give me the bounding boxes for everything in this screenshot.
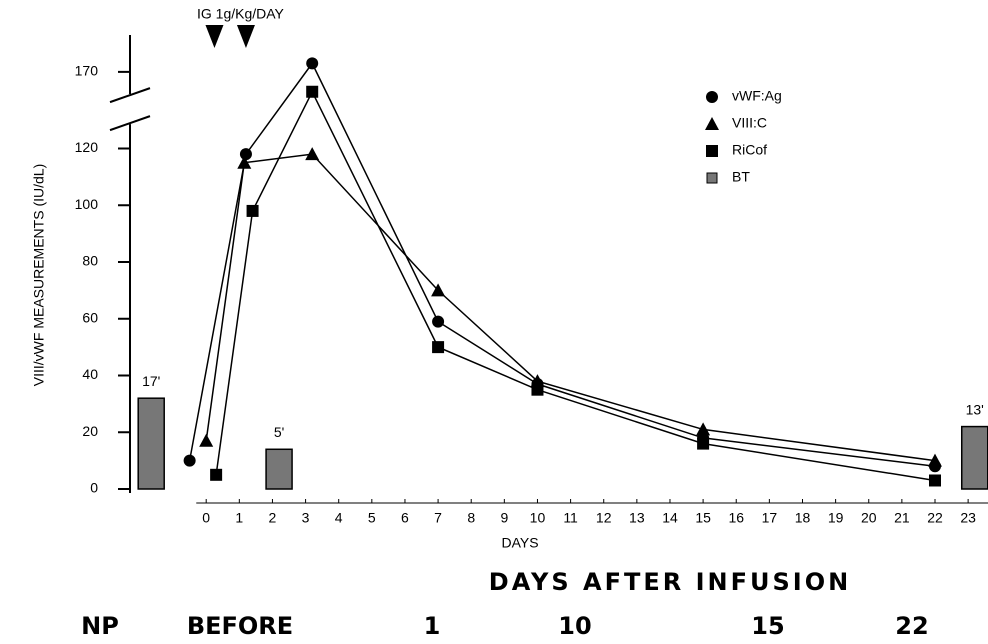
- data-point: [183, 454, 196, 467]
- y-tick-label: 40: [82, 366, 98, 382]
- axis-break: [109, 115, 151, 132]
- data-point: [697, 437, 710, 450]
- x-tick-label: 6: [401, 510, 409, 526]
- legend-swatch: [706, 91, 718, 103]
- footer-label: 10: [558, 612, 591, 640]
- legend-label: VIII:C: [732, 115, 767, 131]
- x-tick-label: 21: [894, 510, 910, 526]
- x-tick-label: 19: [828, 510, 844, 526]
- y-tick-label: 120: [75, 139, 99, 155]
- x-tick-label: 17: [762, 510, 778, 526]
- y-tick-label: 80: [82, 253, 98, 269]
- bt-bar: [137, 397, 165, 490]
- x-tick-label: 15: [695, 510, 711, 526]
- data-point: [210, 468, 223, 481]
- infusion-arrow: [205, 25, 224, 48]
- x-tick-label: 12: [596, 510, 612, 526]
- x-tick-label: 13: [629, 510, 645, 526]
- footer-label: 1: [424, 612, 441, 640]
- data-point: [927, 453, 942, 467]
- x-tick-label: 2: [269, 510, 277, 526]
- legend-swatch: [706, 172, 718, 184]
- data-point: [432, 315, 445, 328]
- x-tick-label: 4: [335, 510, 343, 526]
- y-tick-label: 20: [82, 423, 98, 439]
- data-point: [246, 204, 259, 217]
- data-label: 5': [274, 424, 284, 440]
- legend-swatch: [705, 117, 719, 130]
- data-point: [431, 283, 446, 297]
- y-tick-label: 100: [75, 196, 99, 212]
- data-point: [531, 383, 544, 396]
- annotation: IG 1g/Kg/DAY: [197, 6, 285, 22]
- data-point: [306, 57, 319, 70]
- y-tick-label: 170: [75, 63, 99, 79]
- x-tick-label: 22: [927, 510, 943, 526]
- x-tick-label: 20: [861, 510, 877, 526]
- data-point: [199, 433, 214, 447]
- x-tick-label: 7: [434, 510, 442, 526]
- x-tick-label: 14: [662, 510, 678, 526]
- data-point: [432, 341, 445, 354]
- axis-break: [109, 87, 151, 104]
- series-line: [188, 61, 936, 468]
- x-tick-label: 10: [530, 510, 546, 526]
- data-point: [239, 148, 252, 161]
- series-line: [215, 90, 936, 482]
- x-axis-label: DAYS: [501, 535, 538, 551]
- data-point: [696, 422, 711, 436]
- x-tick-label: 1: [235, 510, 243, 526]
- y-tick-label: 0: [90, 480, 98, 496]
- footer-label: BEFORE: [187, 612, 293, 640]
- x-tick-label: 5: [368, 510, 376, 526]
- x-tick-label: 23: [960, 510, 976, 526]
- footer-label: NP: [81, 612, 119, 640]
- data-point: [305, 147, 320, 161]
- legend-label: RiCof: [732, 142, 767, 158]
- footer-label: 15: [751, 612, 784, 640]
- legend-swatch: [706, 145, 718, 157]
- bt-bar: [265, 448, 293, 490]
- data-point: [237, 155, 252, 169]
- x-tick-label: 3: [302, 510, 310, 526]
- infusion-arrow: [236, 25, 255, 48]
- data-label: 17': [142, 373, 160, 389]
- y-tick-label: 60: [82, 309, 98, 325]
- x-tick-label: 0: [202, 510, 210, 526]
- data-point: [306, 85, 319, 98]
- x-tick-label: 9: [500, 510, 508, 526]
- series-line: [205, 153, 936, 462]
- data-point: [928, 474, 941, 487]
- footer-label: 22: [895, 612, 928, 640]
- x-tick-label: 8: [467, 510, 475, 526]
- x-tick-label: 11: [563, 510, 578, 526]
- bt-bar: [960, 425, 988, 490]
- data-label: 13': [966, 401, 984, 417]
- x-tick-label: 18: [795, 510, 811, 526]
- y-axis-label: VIII/vWF MEASUREMENTS (IU/dL): [31, 164, 47, 386]
- legend-label: vWF:Ag: [732, 88, 782, 104]
- legend-label: BT: [732, 169, 750, 185]
- x-tick-label: 16: [728, 510, 744, 526]
- footer-heading: DAYS AFTER INFUSION: [489, 568, 851, 596]
